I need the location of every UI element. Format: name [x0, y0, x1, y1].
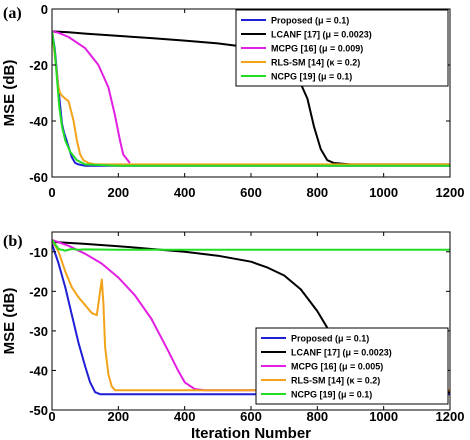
series-line-4 — [52, 239, 450, 252]
y-axis-label: MSE (dB) — [1, 60, 18, 127]
x-tick-label: 600 — [240, 185, 262, 200]
x-tick-label: 1200 — [436, 409, 465, 424]
legend-entry-2: MCPG [16] (μ = 0.005) — [291, 362, 383, 372]
x-tick-label: 400 — [174, 409, 196, 424]
x-tick-label: 200 — [107, 185, 129, 200]
x-axis-label: Iteration Number — [191, 425, 311, 440]
x-tick-label: 200 — [107, 409, 129, 424]
series-line-4 — [52, 31, 450, 167]
panel-label: (a) — [3, 5, 22, 22]
panel-label: (b) — [3, 233, 23, 250]
legend-entry-0: Proposed (μ = 0.1) — [271, 16, 349, 26]
y-tick-label: -20 — [29, 284, 48, 299]
legend-entry-4: NCPG [19] (μ = 0.1) — [291, 390, 372, 400]
legend-entry-1: LCANF [17] (μ = 0.0023) — [291, 348, 392, 358]
x-tick-label: 1200 — [436, 185, 465, 200]
legend-entry-0: Proposed (μ = 0.1) — [291, 334, 369, 344]
legend-box — [255, 327, 449, 405]
legend-entry-3: RLS-SM [14] (κ = 0.2) — [291, 376, 380, 386]
x-tick-label: 0 — [48, 185, 55, 200]
legend-entry-1: LCANF [17] (μ = 0.0023) — [271, 30, 372, 40]
series-line-0 — [52, 243, 450, 396]
x-tick-label: 400 — [174, 185, 196, 200]
series-group — [52, 30, 450, 167]
y-tick-label: -50 — [29, 403, 48, 418]
legend: Proposed (μ = 0.1) LCANF [17] (μ = 0.0023… — [255, 327, 449, 405]
x-tick-label: 1000 — [369, 409, 398, 424]
y-axis-label: MSE (dB) — [1, 288, 18, 355]
y-tick-label: -20 — [29, 58, 48, 73]
legend-entry-2: MCPG [16] (μ = 0.009) — [271, 44, 363, 54]
chart-panel-b: 0 200 400 600 800 1000 1200 -50 -40 -30 -20 -10 (b) M… — [1, 231, 465, 440]
legend: Proposed (μ = 0.1) LCANF [17] (μ = 0.0023… — [235, 9, 449, 87]
series-line-3 — [52, 31, 450, 166]
x-tick-label: 1000 — [369, 185, 398, 200]
x-tick-label: 800 — [306, 185, 328, 200]
x-tick-label: 0 — [48, 409, 55, 424]
y-tick-label: -30 — [29, 324, 48, 339]
y-tick-label: -40 — [29, 363, 48, 378]
series-line-2 — [52, 30, 131, 164]
y-tick-label: -10 — [29, 245, 48, 260]
series-line-3 — [52, 239, 450, 392]
legend-box — [235, 9, 449, 87]
y-tick-label: -40 — [29, 114, 48, 129]
legend-entry-4: NCPG [19] (μ = 0.1) — [271, 72, 352, 82]
y-tick-label: -60 — [29, 170, 48, 185]
x-tick-label: 600 — [240, 409, 262, 424]
chart-panel-a: 0 200 400 600 800 1000 1200 -60 -40 -20 0 (a) MSE (d… — [1, 2, 464, 200]
legend-entry-3: RLS-SM [14] (κ = 0.2) — [271, 58, 360, 68]
y-tick-label: 0 — [41, 2, 48, 17]
x-tick-label: 800 — [306, 409, 328, 424]
